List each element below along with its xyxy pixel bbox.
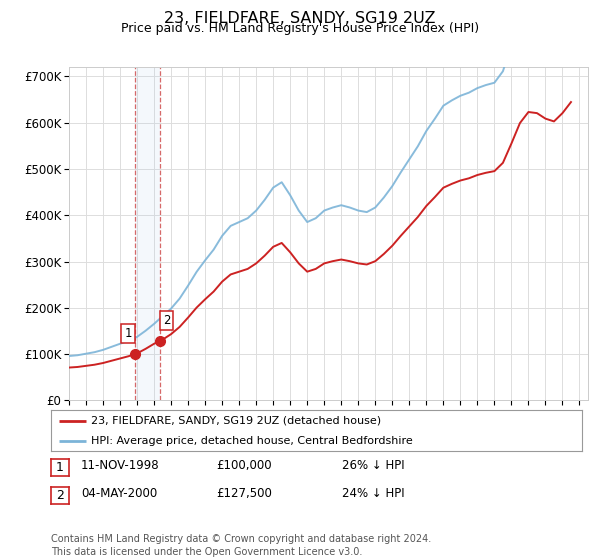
Text: 26% ↓ HPI: 26% ↓ HPI (342, 459, 404, 473)
Text: 23, FIELDFARE, SANDY, SG19 2UZ (detached house): 23, FIELDFARE, SANDY, SG19 2UZ (detached… (91, 416, 381, 426)
Text: £127,500: £127,500 (216, 487, 272, 501)
Text: HPI: Average price, detached house, Central Bedfordshire: HPI: Average price, detached house, Cent… (91, 436, 413, 446)
Text: Price paid vs. HM Land Registry's House Price Index (HPI): Price paid vs. HM Land Registry's House … (121, 22, 479, 35)
Text: 23, FIELDFARE, SANDY, SG19 2UZ: 23, FIELDFARE, SANDY, SG19 2UZ (164, 11, 436, 26)
Text: 2: 2 (163, 314, 170, 327)
Text: 1: 1 (124, 327, 132, 340)
Text: Contains HM Land Registry data © Crown copyright and database right 2024.
This d: Contains HM Land Registry data © Crown c… (51, 534, 431, 557)
Text: 2: 2 (56, 489, 64, 502)
Text: 04-MAY-2000: 04-MAY-2000 (81, 487, 157, 501)
Text: 11-NOV-1998: 11-NOV-1998 (81, 459, 160, 473)
Bar (135, 67, 160, 400)
Text: £100,000: £100,000 (216, 459, 272, 473)
Text: 1: 1 (56, 461, 64, 474)
Text: 24% ↓ HPI: 24% ↓ HPI (342, 487, 404, 501)
